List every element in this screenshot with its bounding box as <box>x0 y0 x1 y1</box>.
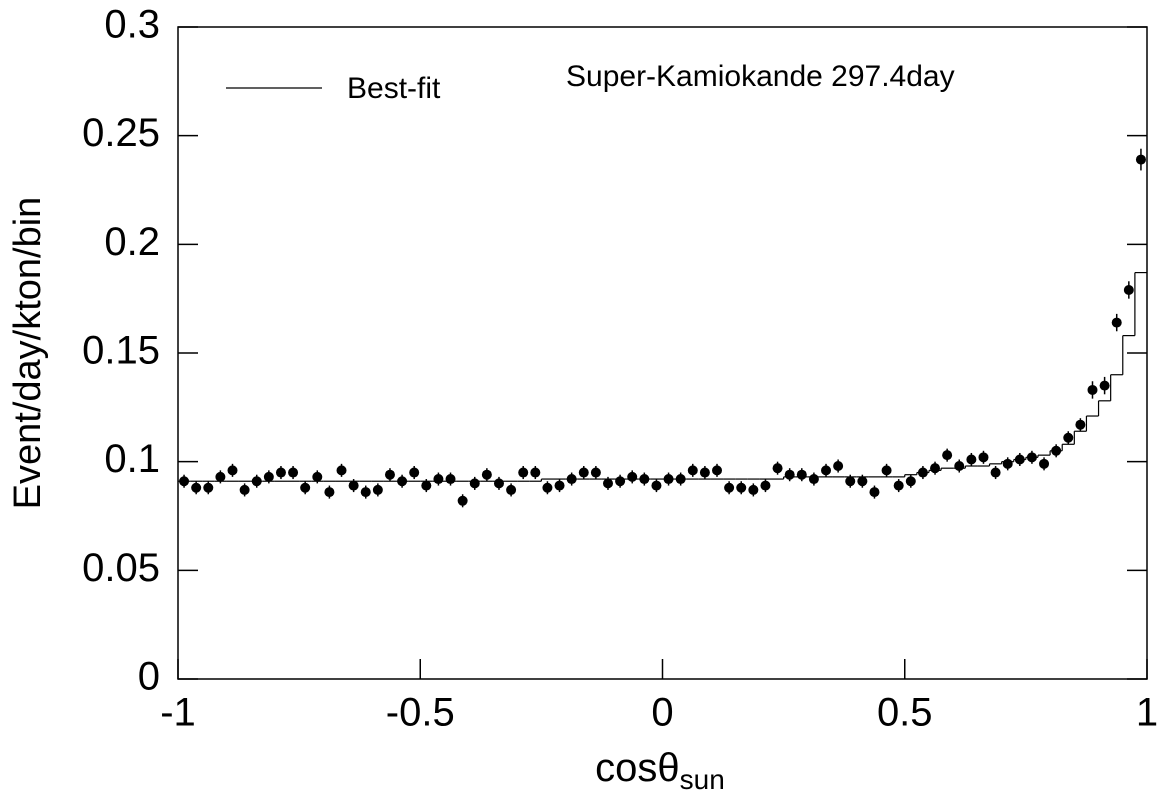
data-point <box>942 450 953 461</box>
data-point <box>615 476 626 487</box>
data-point <box>324 487 335 498</box>
data-point <box>421 480 432 491</box>
data-point <box>1087 384 1098 395</box>
data-point <box>602 478 613 489</box>
legend-label: Best-fit <box>347 72 441 105</box>
data-point <box>1063 432 1074 443</box>
data-point <box>360 487 371 498</box>
data-point <box>1039 458 1050 469</box>
data-point <box>227 465 238 476</box>
data-point <box>857 476 868 487</box>
data-point <box>191 482 202 493</box>
x-axis-label-main: cosθ <box>595 746 680 790</box>
data-point <box>336 465 347 476</box>
data-point <box>203 482 214 493</box>
plot-frame <box>177 26 1148 680</box>
data-point <box>930 463 941 474</box>
data-point <box>954 461 965 472</box>
data-point <box>1123 284 1134 295</box>
data-point <box>493 478 504 489</box>
data-point <box>772 463 783 474</box>
data-point <box>821 465 832 476</box>
data-point <box>554 480 565 491</box>
data-point <box>1111 317 1122 328</box>
data-point <box>590 467 601 478</box>
data-point <box>651 480 662 491</box>
data-point <box>808 474 819 485</box>
data-point <box>348 480 359 491</box>
data-point <box>784 469 795 480</box>
x-axis-label: cosθsun <box>595 746 725 796</box>
data-point <box>530 467 541 478</box>
data-point <box>893 480 904 491</box>
data-point <box>481 469 492 480</box>
x-tick-label: 1 <box>1136 691 1158 735</box>
x-axis-label-sub: sun <box>680 764 725 795</box>
data-point <box>1002 458 1013 469</box>
y-tick-label: 0 <box>138 655 160 699</box>
data-point <box>869 487 880 498</box>
x-tick-label: 0 <box>651 691 673 735</box>
data-point <box>409 467 420 478</box>
data-point <box>724 482 735 493</box>
data-point <box>275 467 286 478</box>
y-tick-label: 0.15 <box>82 329 160 373</box>
data-point <box>372 484 383 495</box>
data-point <box>1075 419 1086 430</box>
data-point <box>433 474 444 485</box>
data-point <box>796 469 807 480</box>
data-point <box>712 465 723 476</box>
y-tick-label: 0.1 <box>104 437 160 481</box>
x-tick-label: -1 <box>160 691 196 735</box>
y-tick-label: 0.05 <box>82 546 160 590</box>
data-point <box>384 469 395 480</box>
data-point <box>239 484 250 495</box>
y-tick-label: 0.3 <box>104 3 160 47</box>
data-point <box>263 471 274 482</box>
annotation: Super-Kamiokande 297.4day <box>566 60 955 93</box>
data-point <box>687 465 698 476</box>
x-tick-label: 0.5 <box>877 691 933 735</box>
data-point <box>288 467 299 478</box>
data-point <box>215 471 226 482</box>
data-point <box>506 484 517 495</box>
data-point <box>578 467 589 478</box>
data-point <box>312 471 323 482</box>
data-point <box>966 454 977 465</box>
data-point <box>833 461 844 472</box>
data-point <box>542 482 553 493</box>
y-tick-label: 0.2 <box>104 220 160 264</box>
data-point <box>445 474 456 485</box>
data-point <box>1099 380 1110 391</box>
y-tick-label: 0.25 <box>82 111 160 155</box>
data-point <box>300 482 311 493</box>
data-point <box>469 478 480 489</box>
data-point <box>518 467 529 478</box>
data-point <box>845 476 856 487</box>
data-point <box>627 471 638 482</box>
data-point <box>978 452 989 463</box>
data-point <box>699 467 710 478</box>
data-point <box>881 465 892 476</box>
data-point <box>736 482 747 493</box>
data-point <box>905 476 916 487</box>
data-point <box>990 467 1001 478</box>
data-point <box>1135 154 1146 165</box>
data-point <box>748 484 759 495</box>
x-tick-label: -0.5 <box>386 691 455 735</box>
data-point <box>457 495 468 506</box>
data-point <box>760 480 771 491</box>
y-axis-label: Event/day/kton/bin <box>7 197 49 510</box>
